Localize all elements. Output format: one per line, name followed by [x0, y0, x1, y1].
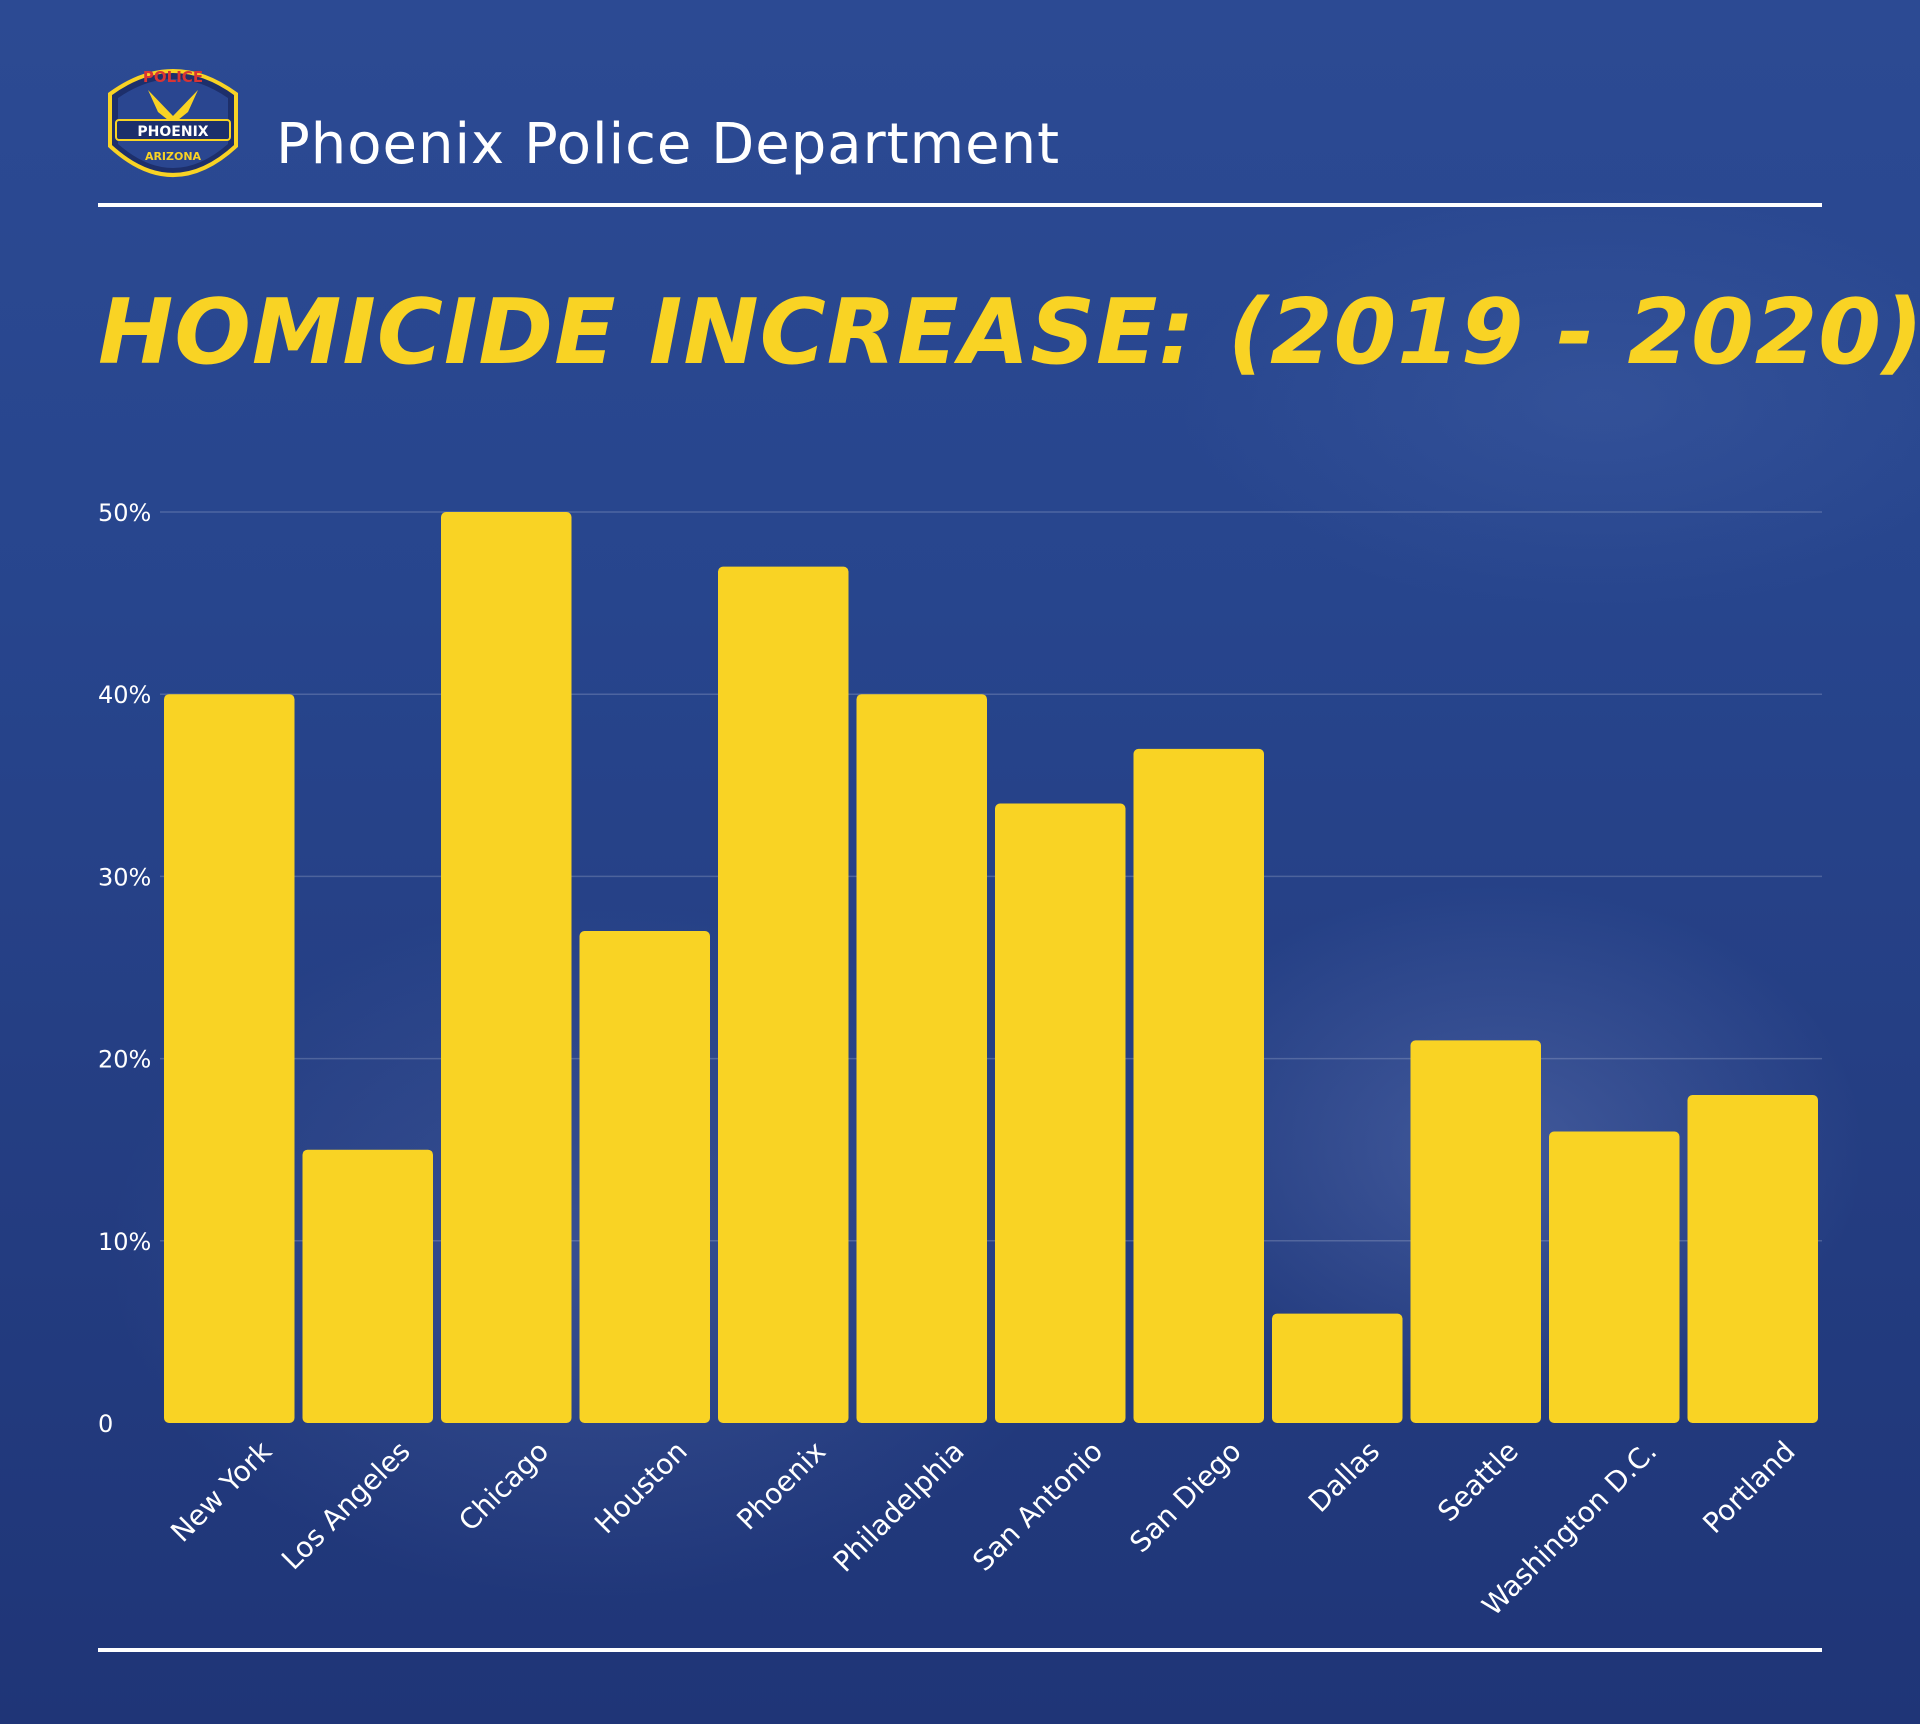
- x-category-label: San Diego: [1123, 1435, 1247, 1559]
- bar-dallas: [1272, 1313, 1403, 1423]
- bar-los-angeles: [302, 1149, 433, 1423]
- x-category-label: San Antonio: [966, 1435, 1109, 1578]
- svg-text:ARIZONA: ARIZONA: [145, 150, 202, 163]
- y-tick-label: 40%: [98, 681, 151, 709]
- bar-portland: [1687, 1095, 1818, 1423]
- bar-new-york: [164, 694, 295, 1423]
- x-category-label: Los Angeles: [275, 1435, 417, 1577]
- police-badge-logo: POLICE PHOENIX ARIZONA: [108, 68, 238, 177]
- bar-san-antonio: [995, 803, 1126, 1423]
- x-category-label: Dallas: [1302, 1435, 1386, 1519]
- x-category-label: Seattle: [1431, 1435, 1524, 1528]
- svg-text:PHOENIX: PHOENIX: [137, 124, 208, 140]
- chart-title: HOMICIDE INCREASE: (2019 - 2020): [98, 280, 1920, 385]
- y-tick-label: 20%: [98, 1046, 151, 1074]
- bar-seattle: [1410, 1040, 1541, 1423]
- x-category-label: Portland: [1696, 1435, 1801, 1540]
- header-divider: [98, 203, 1822, 207]
- bar-houston: [579, 931, 710, 1423]
- svg-text:POLICE: POLICE: [143, 68, 203, 86]
- y-tick-label: 30%: [98, 863, 151, 891]
- x-category-label: Phoenix: [730, 1435, 832, 1537]
- x-category-label: New York: [164, 1434, 279, 1549]
- y-tick-label: 50%: [98, 499, 151, 527]
- x-category-label: Chicago: [452, 1435, 555, 1538]
- bar-san-diego: [1133, 748, 1264, 1423]
- bar-phoenix: [718, 566, 849, 1423]
- y-tick-label: 0: [98, 1410, 113, 1438]
- bar-philadelphia: [856, 694, 987, 1423]
- x-category-label: Houston: [588, 1435, 694, 1541]
- y-tick-label: 10%: [98, 1228, 151, 1256]
- bar-chicago: [441, 512, 572, 1423]
- bar-washington-d-c: [1549, 1131, 1680, 1423]
- x-category-label: Philadelphia: [827, 1435, 971, 1579]
- footer-divider: [98, 1648, 1822, 1652]
- org-name: Phoenix Police Department: [276, 112, 1061, 177]
